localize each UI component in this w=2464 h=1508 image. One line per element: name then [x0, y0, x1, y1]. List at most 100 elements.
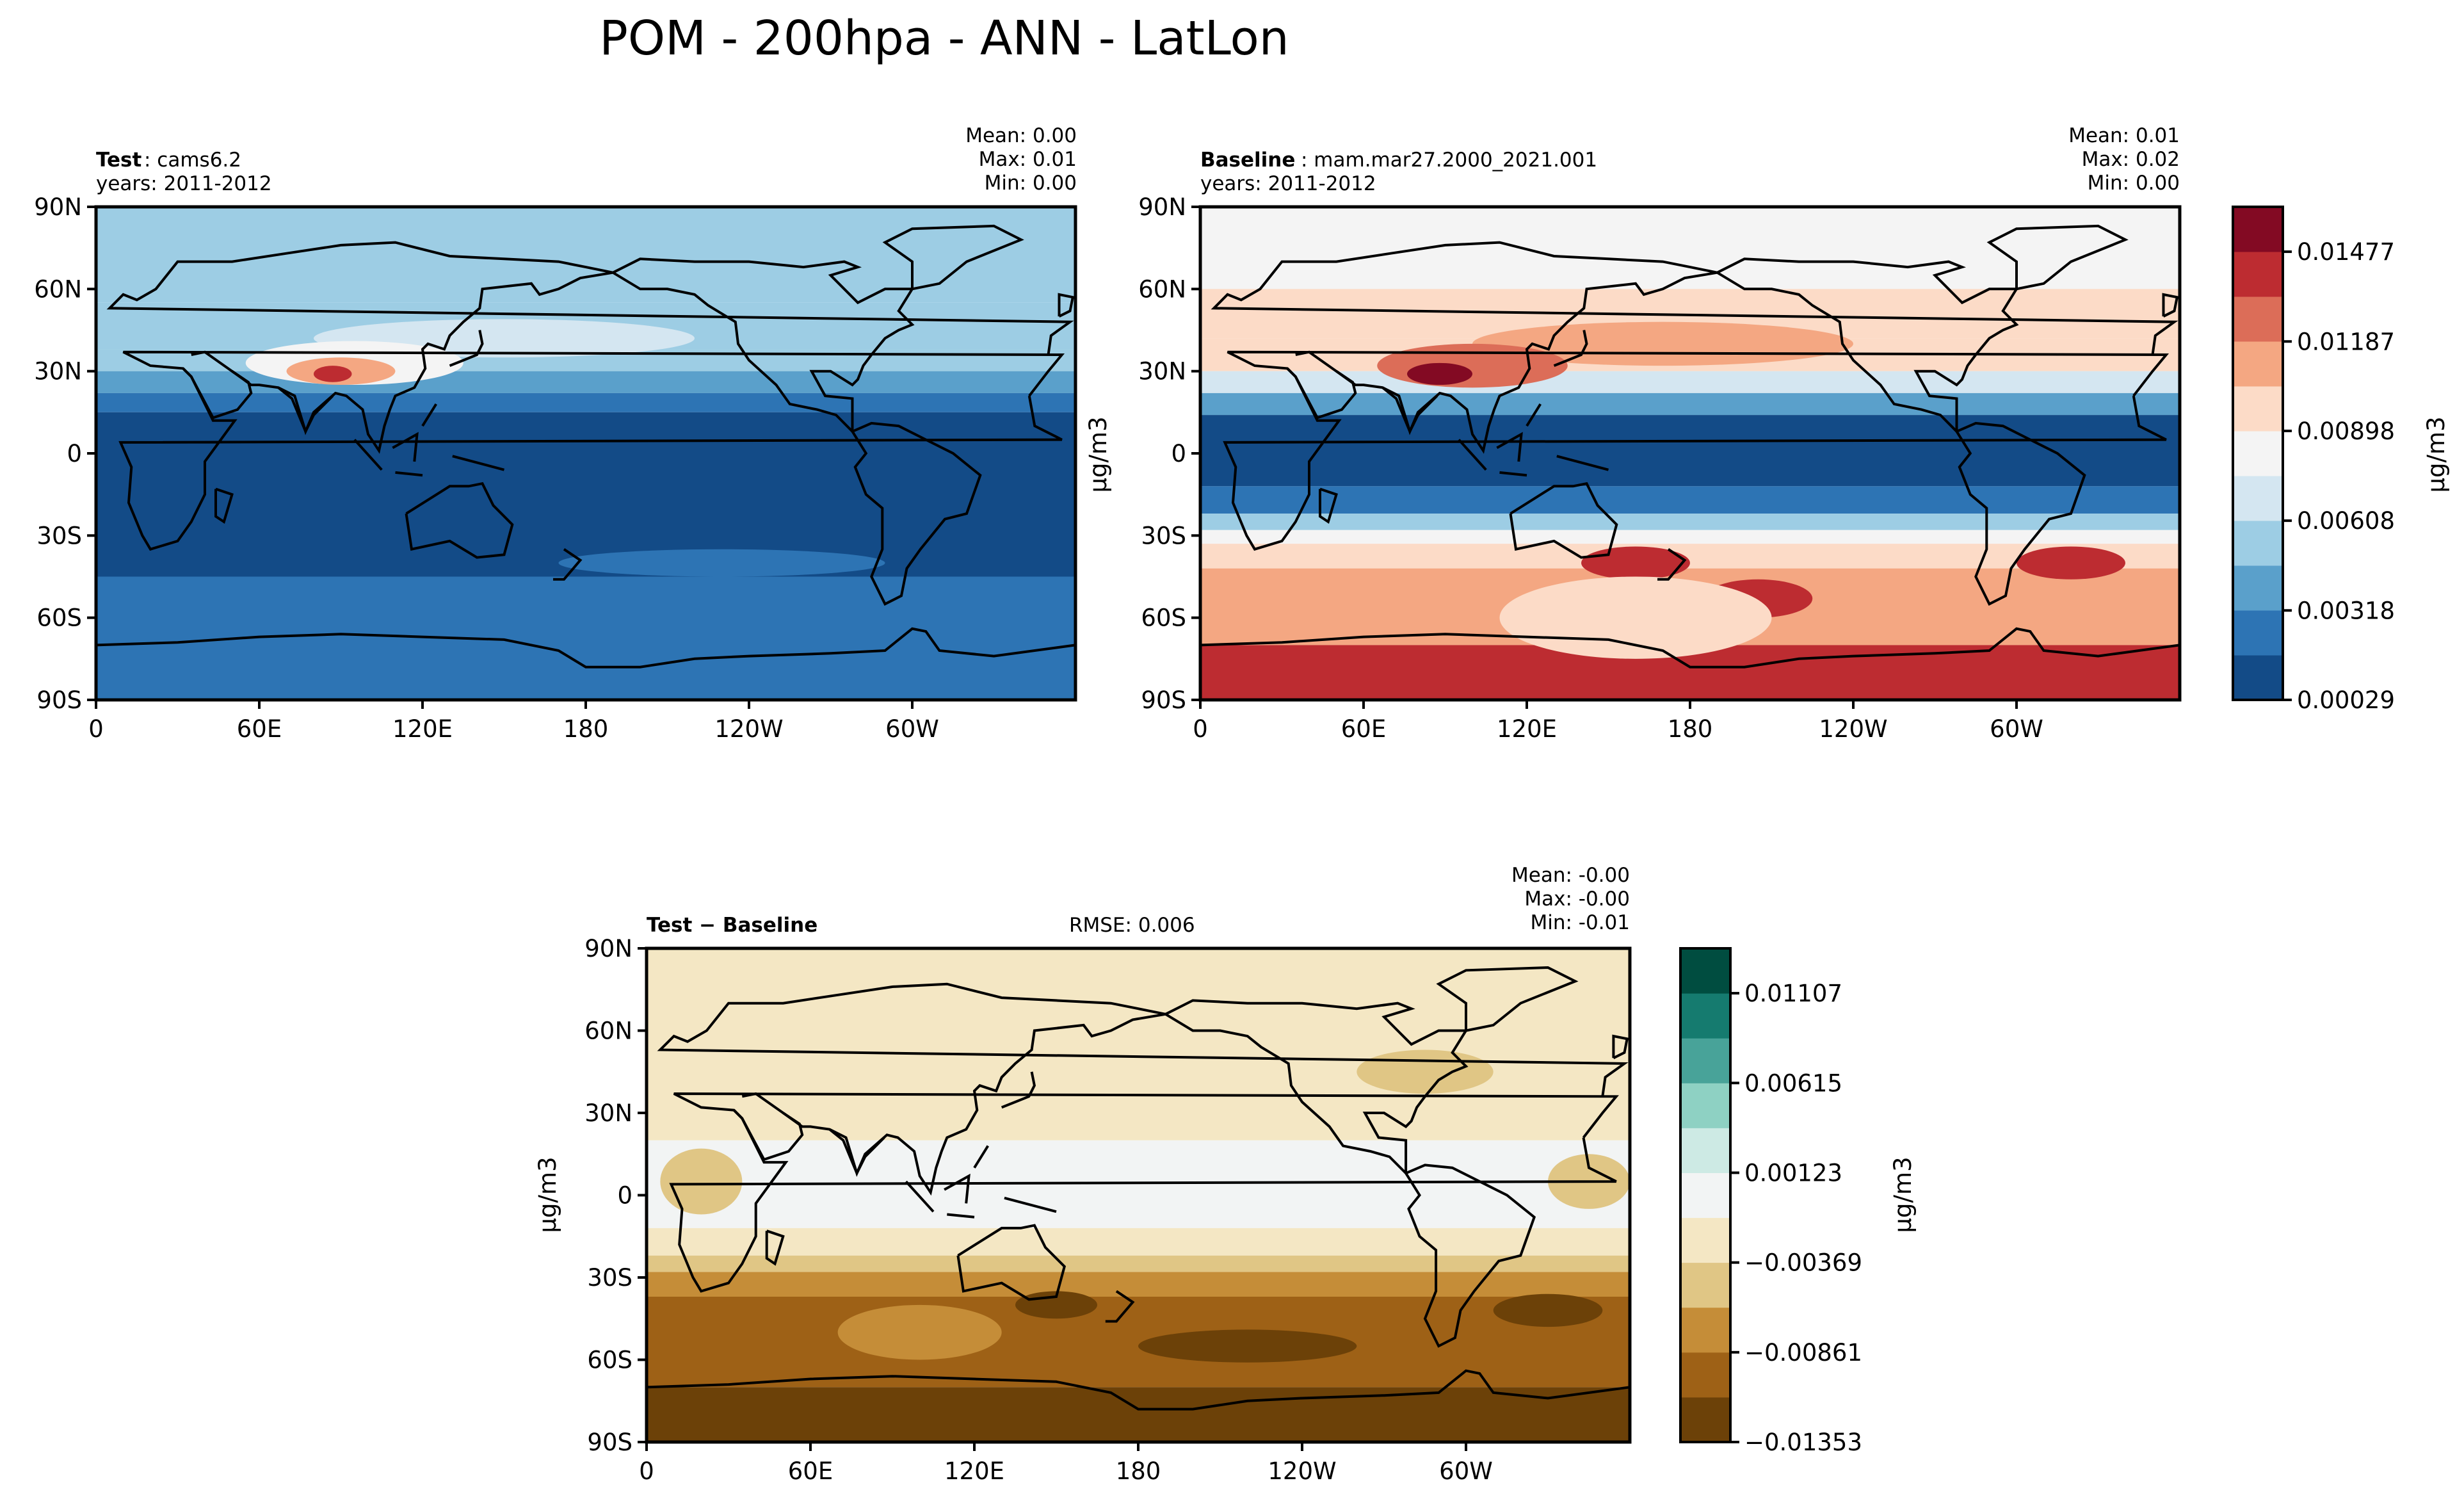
seq-colorbar-swatch — [2233, 565, 2283, 611]
test-coastline-16 — [214, 487, 234, 524]
test-coastline-10 — [452, 455, 505, 471]
baseline-coastline-15 — [1955, 421, 2086, 606]
baseline-coastline-14 — [1986, 224, 2129, 291]
test-coastline-1 — [106, 241, 1074, 355]
baseline-band-9 — [1200, 544, 2180, 569]
seq-colorbar-swatch — [2233, 296, 2283, 342]
baseline-ytick-label: 30N — [1138, 358, 1186, 385]
baseline-ytick-label: 60N — [1138, 275, 1186, 303]
test-coastline-7 — [353, 439, 383, 471]
baseline-band-7 — [1200, 514, 2180, 530]
colorbar-diff-label: μg/m3 — [1889, 1156, 1917, 1233]
baseline-coastline-7 — [1458, 439, 1487, 471]
seq-colorbar-swatch — [2233, 476, 2283, 521]
diff-blob-5 — [1493, 1293, 1603, 1327]
baseline-coastline-9 — [1496, 432, 1523, 462]
baseline-blob-2 — [1407, 362, 1472, 385]
diff-band-6 — [647, 1387, 1630, 1442]
colorbar-seq-label: μg/m3 — [2422, 416, 2450, 492]
diff-colorbar-swatch — [1680, 1397, 1730, 1443]
diff-ytick-label: 30N — [584, 1099, 632, 1127]
test-band-0 — [96, 207, 1075, 303]
diff-colorbar-swatch — [1680, 1352, 1730, 1398]
baseline-coastline-1 — [1211, 241, 2178, 355]
test-xtick-label: 0 — [88, 715, 104, 743]
baseline-stat-mean: Mean: 0.01 — [2068, 124, 2180, 147]
test-coastline-3 — [182, 367, 253, 419]
test-xtick-label: 120W — [714, 715, 783, 743]
diff-coastline-5 — [956, 1224, 1067, 1301]
baseline-xtick-label: 120E — [1497, 715, 1557, 743]
baseline-band-5 — [1200, 415, 2180, 487]
diff-blob-0 — [1357, 1050, 1494, 1094]
baseline-coastline-18 — [1200, 627, 2180, 669]
diff-label: Test − Baseline — [647, 914, 817, 937]
diff-coastline-14 — [1436, 966, 1579, 1032]
test-ytick-label: 60N — [34, 275, 82, 303]
test-coastline-6 — [449, 330, 484, 367]
test-label-name: : cams6.2 — [144, 149, 241, 172]
baseline-coastline-8 — [1499, 471, 1527, 477]
diff-coastline-18 — [647, 1369, 1630, 1411]
baseline-ytick-label: 90N — [1138, 193, 1186, 221]
test-label-bold: Test — [96, 149, 142, 172]
test-years: years: 2011-2012 — [96, 172, 272, 195]
baseline-coastline-11 — [1526, 403, 1542, 427]
test-coastline-8 — [395, 471, 423, 477]
diff-coastline-7 — [905, 1180, 935, 1213]
panel-baseline: Baseline : mam.mar27.2000_2021.001 years… — [1084, 124, 2182, 743]
test-coastline-0 — [118, 350, 1065, 551]
baseline-blob-6 — [1499, 576, 1772, 659]
baseline-stat-min: Min: 0.00 — [2088, 172, 2180, 195]
diff-coastline-16 — [765, 1229, 785, 1266]
baseline-coastline-3 — [1286, 367, 1357, 419]
test-stat-max: Max: 0.01 — [979, 148, 1077, 171]
seq-colorbar-tick-label: 0.00898 — [2297, 418, 2395, 445]
diff-colorbar-swatch — [1680, 1262, 1730, 1308]
diff-band-3 — [647, 1255, 1630, 1272]
test-stat-mean: Mean: 0.00 — [965, 124, 1077, 147]
diff-coastline-8 — [947, 1213, 975, 1219]
baseline-years: years: 2011-2012 — [1200, 172, 1376, 195]
diff-ytick-label: 0 — [617, 1182, 632, 1210]
diff-coastline-1 — [657, 982, 1629, 1097]
diff-coastline-10 — [1004, 1196, 1057, 1213]
test-ytick-label: 30N — [34, 358, 82, 385]
test-xtick-label: 120E — [392, 715, 453, 743]
baseline-coastline-0 — [1223, 350, 2170, 551]
diff-coastline-3 — [733, 1109, 804, 1162]
diff-coastline-12 — [1105, 1290, 1135, 1323]
diff-xtick-label: 60E — [788, 1457, 833, 1485]
baseline-xtick-label: 60E — [1341, 715, 1386, 743]
diff-coastline-9 — [944, 1173, 970, 1204]
figure-title: POM - 200hpa - ANN - LatLon — [599, 11, 1289, 66]
test-band-4 — [96, 393, 1075, 412]
baseline-band-6 — [1200, 486, 2180, 514]
diff-xtick-label: 120W — [1268, 1457, 1336, 1485]
seq-colorbar-frame — [2232, 206, 2284, 701]
diff-colorbar-frame — [1679, 947, 1732, 1443]
baseline-coastline-17 — [2162, 293, 2179, 318]
seq-colorbar-swatch — [2233, 252, 2283, 297]
diff-ytick-label: 60N — [584, 1017, 632, 1045]
test-xtick-label: 60E — [237, 715, 282, 743]
baseline-stat-max: Max: 0.02 — [2082, 148, 2180, 171]
diff-band-5 — [647, 1296, 1630, 1388]
diff-colorbar-tick-label: −0.01353 — [1744, 1429, 1862, 1456]
diff-ytick-label: 30S — [587, 1264, 632, 1292]
test-field — [96, 207, 1075, 700]
baseline-band-4 — [1200, 393, 2180, 416]
diff-colorbar-tick-label: −0.00861 — [1744, 1339, 1862, 1366]
test-band-3 — [96, 371, 1075, 393]
baseline-ytick-label: 30S — [1141, 522, 1186, 549]
diff-colorbar-swatch — [1680, 1083, 1730, 1128]
baseline-xtick-label: 120W — [1819, 715, 1887, 743]
baseline-xtick-label: 60W — [1990, 715, 2043, 743]
baseline-field — [1200, 207, 2180, 700]
baseline-coastline-5 — [1509, 482, 1618, 559]
seq-colorbar-tick-label: 0.01187 — [2297, 328, 2395, 355]
diff-rmse: RMSE: 0.006 — [1069, 914, 1195, 937]
diff-coastline-17 — [1612, 1034, 1629, 1060]
test-ytick-label: 90S — [36, 686, 82, 714]
